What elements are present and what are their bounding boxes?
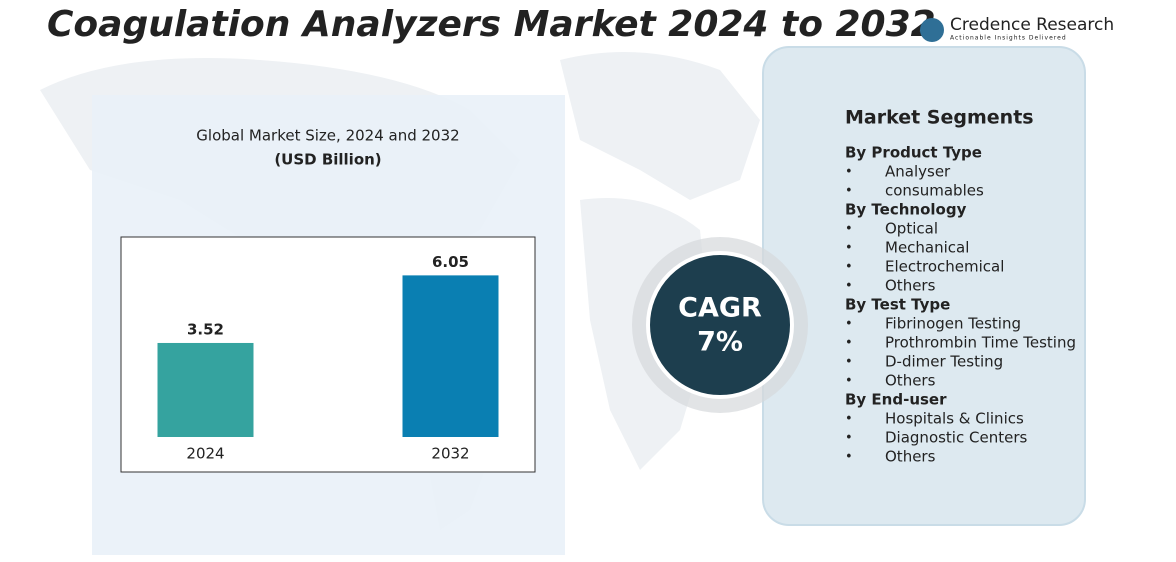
logo-tagline: Actionable Insights Delivered (950, 35, 1067, 42)
segment-item: Hospitals & Clinics (885, 410, 1024, 428)
segment-group: By End-user (845, 391, 947, 409)
x-tick-label: 2024 (186, 445, 224, 463)
bullet: • (845, 165, 853, 180)
page-title: Coagulation Analyzers Market 2024 to 203… (47, 4, 936, 45)
cagr-value: 7% (697, 327, 743, 358)
bullet: • (845, 241, 853, 256)
bar (402, 275, 499, 437)
bullet: • (845, 279, 853, 294)
chart-title: Global Market Size, 2024 and 2032 (196, 127, 459, 145)
segment-item: Electrochemical (885, 258, 1004, 276)
logo-name: Credence Research (950, 15, 1114, 35)
segment-item: Fibrinogen Testing (885, 315, 1021, 333)
bullet: • (845, 317, 853, 332)
bullet: • (845, 222, 853, 237)
segment-group: By Product Type (845, 144, 982, 162)
value-label: 3.52 (187, 320, 224, 338)
segment-item: Prothrombin Time Testing (885, 334, 1076, 352)
bullet: • (845, 412, 853, 427)
cagr-circle (646, 251, 794, 399)
bullet: • (845, 184, 853, 199)
bullet: • (845, 336, 853, 351)
value-label: 6.05 (432, 253, 469, 271)
segment-item: Diagnostic Centers (885, 429, 1027, 447)
segment-item: Others (885, 277, 936, 295)
bullet: • (845, 374, 853, 389)
segment-group: By Technology (845, 201, 967, 219)
bullet: • (845, 260, 853, 275)
chart-subtitle: (USD Billion) (274, 151, 381, 169)
segment-item: D-dimer Testing (885, 353, 1003, 371)
segment-item: Optical (885, 220, 938, 238)
bar (157, 342, 254, 437)
bullet: • (845, 450, 853, 465)
x-tick-label: 2032 (431, 445, 469, 463)
bullet: • (845, 355, 853, 370)
segment-item: Analyser (885, 163, 951, 181)
segment-item: Mechanical (885, 239, 969, 257)
bullet: • (845, 431, 853, 446)
segment-item: Others (885, 448, 936, 466)
segment-item: consumables (885, 182, 984, 200)
segment-group: By Test Type (845, 296, 950, 314)
segment-item: Others (885, 372, 936, 390)
logo: Credence Research Actionable Insights De… (920, 15, 1114, 42)
segments-title: Market Segments (845, 107, 1034, 129)
cagr-label: CAGR (678, 293, 762, 324)
logo-icon (920, 18, 944, 42)
